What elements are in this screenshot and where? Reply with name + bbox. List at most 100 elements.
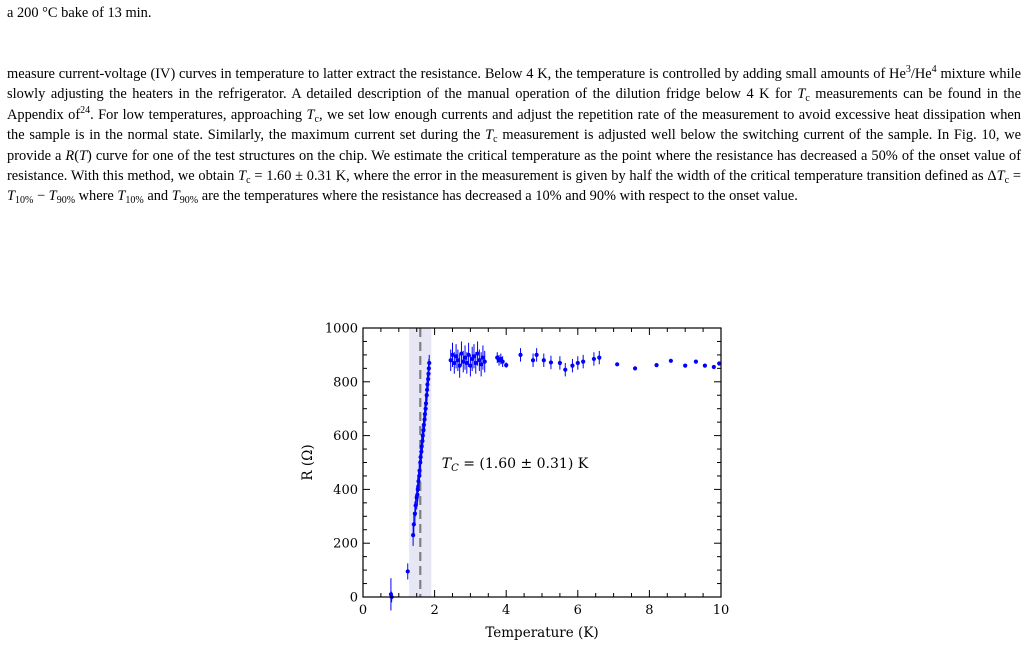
- data-point: [597, 355, 602, 360]
- data-point: [479, 362, 484, 367]
- tc-annotation: TC = (1.60 ± 0.31) K: [442, 456, 589, 474]
- y-tick-label: 400: [333, 483, 358, 498]
- paragraph-segment: and: [143, 188, 172, 205]
- annotation-value: = (1.60 ± 0.31) K: [459, 456, 589, 472]
- paragraph-segment: R: [65, 147, 75, 164]
- paragraph-segment: curve for one of the test structures on …: [7, 147, 1022, 185]
- data-point: [702, 363, 707, 368]
- data-point: [459, 351, 464, 356]
- paragraph-segment: T: [7, 188, 16, 205]
- paragraph-segment: c: [314, 113, 319, 125]
- data-point: [417, 468, 422, 473]
- paragraph-segment: 90%: [56, 195, 76, 207]
- x-tick-label: 8: [645, 603, 653, 618]
- paragraph-segment: 3: [905, 64, 911, 75]
- y-tick-label: 200: [333, 537, 358, 552]
- paragraph-segment: T: [79, 147, 88, 164]
- paragraph-segment: 4: [931, 64, 937, 75]
- data-point: [411, 533, 416, 538]
- paragraph-segment: T: [48, 188, 57, 205]
- data-point: [668, 358, 673, 363]
- x-axis-label: Temperature (K): [485, 625, 598, 641]
- x-tick-label: 0: [359, 603, 367, 618]
- y-tick-label: 800: [333, 375, 358, 390]
- x-tick-label: 6: [574, 603, 582, 618]
- data-point: [453, 354, 459, 359]
- y-axis-label: R (Ω): [300, 444, 316, 480]
- data-point: [500, 359, 505, 364]
- data-point: [452, 360, 457, 366]
- data-point: [548, 360, 554, 365]
- data-point: [541, 358, 546, 363]
- data-point: [615, 362, 620, 367]
- annotation-symbol: T: [442, 456, 453, 472]
- data-point: [473, 360, 478, 366]
- x-tick-label: 10: [713, 603, 730, 618]
- paragraph-segment: 10%: [125, 195, 144, 207]
- data-point: [405, 569, 410, 574]
- data-point: [530, 358, 536, 363]
- y-tick-label: 1000: [325, 322, 358, 337]
- paragraph-segment: mixture while slowly adjusting the heate…: [7, 66, 1021, 103]
- paragraph-segment: measure current-voltage (IV) curves in t…: [7, 66, 906, 82]
- data-point: [683, 363, 688, 368]
- annotation-subscript: C: [451, 463, 459, 474]
- paragraph-segment: T: [996, 168, 1005, 185]
- data-point: [471, 354, 477, 359]
- paragraph-segment: T: [117, 188, 126, 205]
- data-point: [466, 352, 471, 357]
- paragraph-segment: 90%: [179, 195, 199, 207]
- paragraph-segment: , we set low enough currents and adjust …: [7, 106, 1022, 144]
- paragraph-segment: 24: [80, 104, 91, 116]
- paragraph-segment: T: [797, 86, 806, 103]
- data-point: [711, 364, 716, 370]
- preceding-line: a 200 °C bake of 13 min.: [7, 5, 152, 21]
- paragraph-segment: T: [238, 168, 247, 185]
- data-point: [412, 511, 418, 516]
- paragraph-segment: measurement is adjusted well below the s…: [7, 127, 1021, 164]
- data-point: [455, 358, 460, 363]
- data-point: [557, 360, 563, 366]
- data-point: [462, 355, 468, 360]
- data-point: [464, 360, 469, 366]
- body-paragraph: measure current-voltage (IV) curves in t…: [7, 64, 1021, 207]
- data-point: [717, 361, 722, 366]
- paragraph-segment: T: [171, 188, 180, 205]
- data-point: [468, 363, 473, 368]
- data-point: [563, 367, 568, 372]
- data-point: [480, 355, 486, 360]
- paragraph-segment: 10%: [15, 195, 34, 207]
- data-point: [504, 363, 509, 368]
- paragraph-segment: /He: [910, 66, 932, 82]
- paragraph-segment: = 1.60 ± 0.31 K, where the error in the …: [250, 168, 997, 185]
- data-point: [534, 352, 539, 357]
- paragraph-segment: measurements can be found in the Appendi…: [7, 86, 1021, 123]
- data-point: [570, 363, 575, 368]
- paragraph-segment: −: [33, 188, 49, 205]
- data-point: [461, 359, 466, 364]
- y-tick-label: 0: [350, 591, 358, 606]
- x-tick-label: 4: [502, 603, 510, 618]
- paragraph-segment: are the temperatures where the resistanc…: [198, 188, 798, 205]
- data-point: [423, 401, 429, 406]
- paragraph-segment: ): [87, 147, 92, 164]
- y-tick-label: 600: [333, 429, 358, 444]
- data-point: [482, 359, 487, 364]
- data-point: [475, 351, 480, 356]
- paragraph-segment: (: [74, 147, 79, 164]
- data-point: [591, 356, 597, 362]
- paragraph-segment: c: [805, 93, 810, 105]
- paragraph-segment: where: [75, 188, 118, 205]
- data-point: [427, 360, 432, 366]
- data-point: [654, 363, 659, 368]
- data-point: [693, 359, 699, 364]
- data-point: [632, 366, 638, 371]
- paragraph-segment: T: [306, 106, 315, 123]
- data-point: [457, 363, 462, 368]
- paragraph-segment: c: [246, 175, 251, 187]
- data-point: [477, 358, 482, 363]
- paragraph-segment: c: [493, 134, 498, 146]
- data-point: [581, 359, 586, 364]
- x-tick-label: 2: [430, 603, 438, 618]
